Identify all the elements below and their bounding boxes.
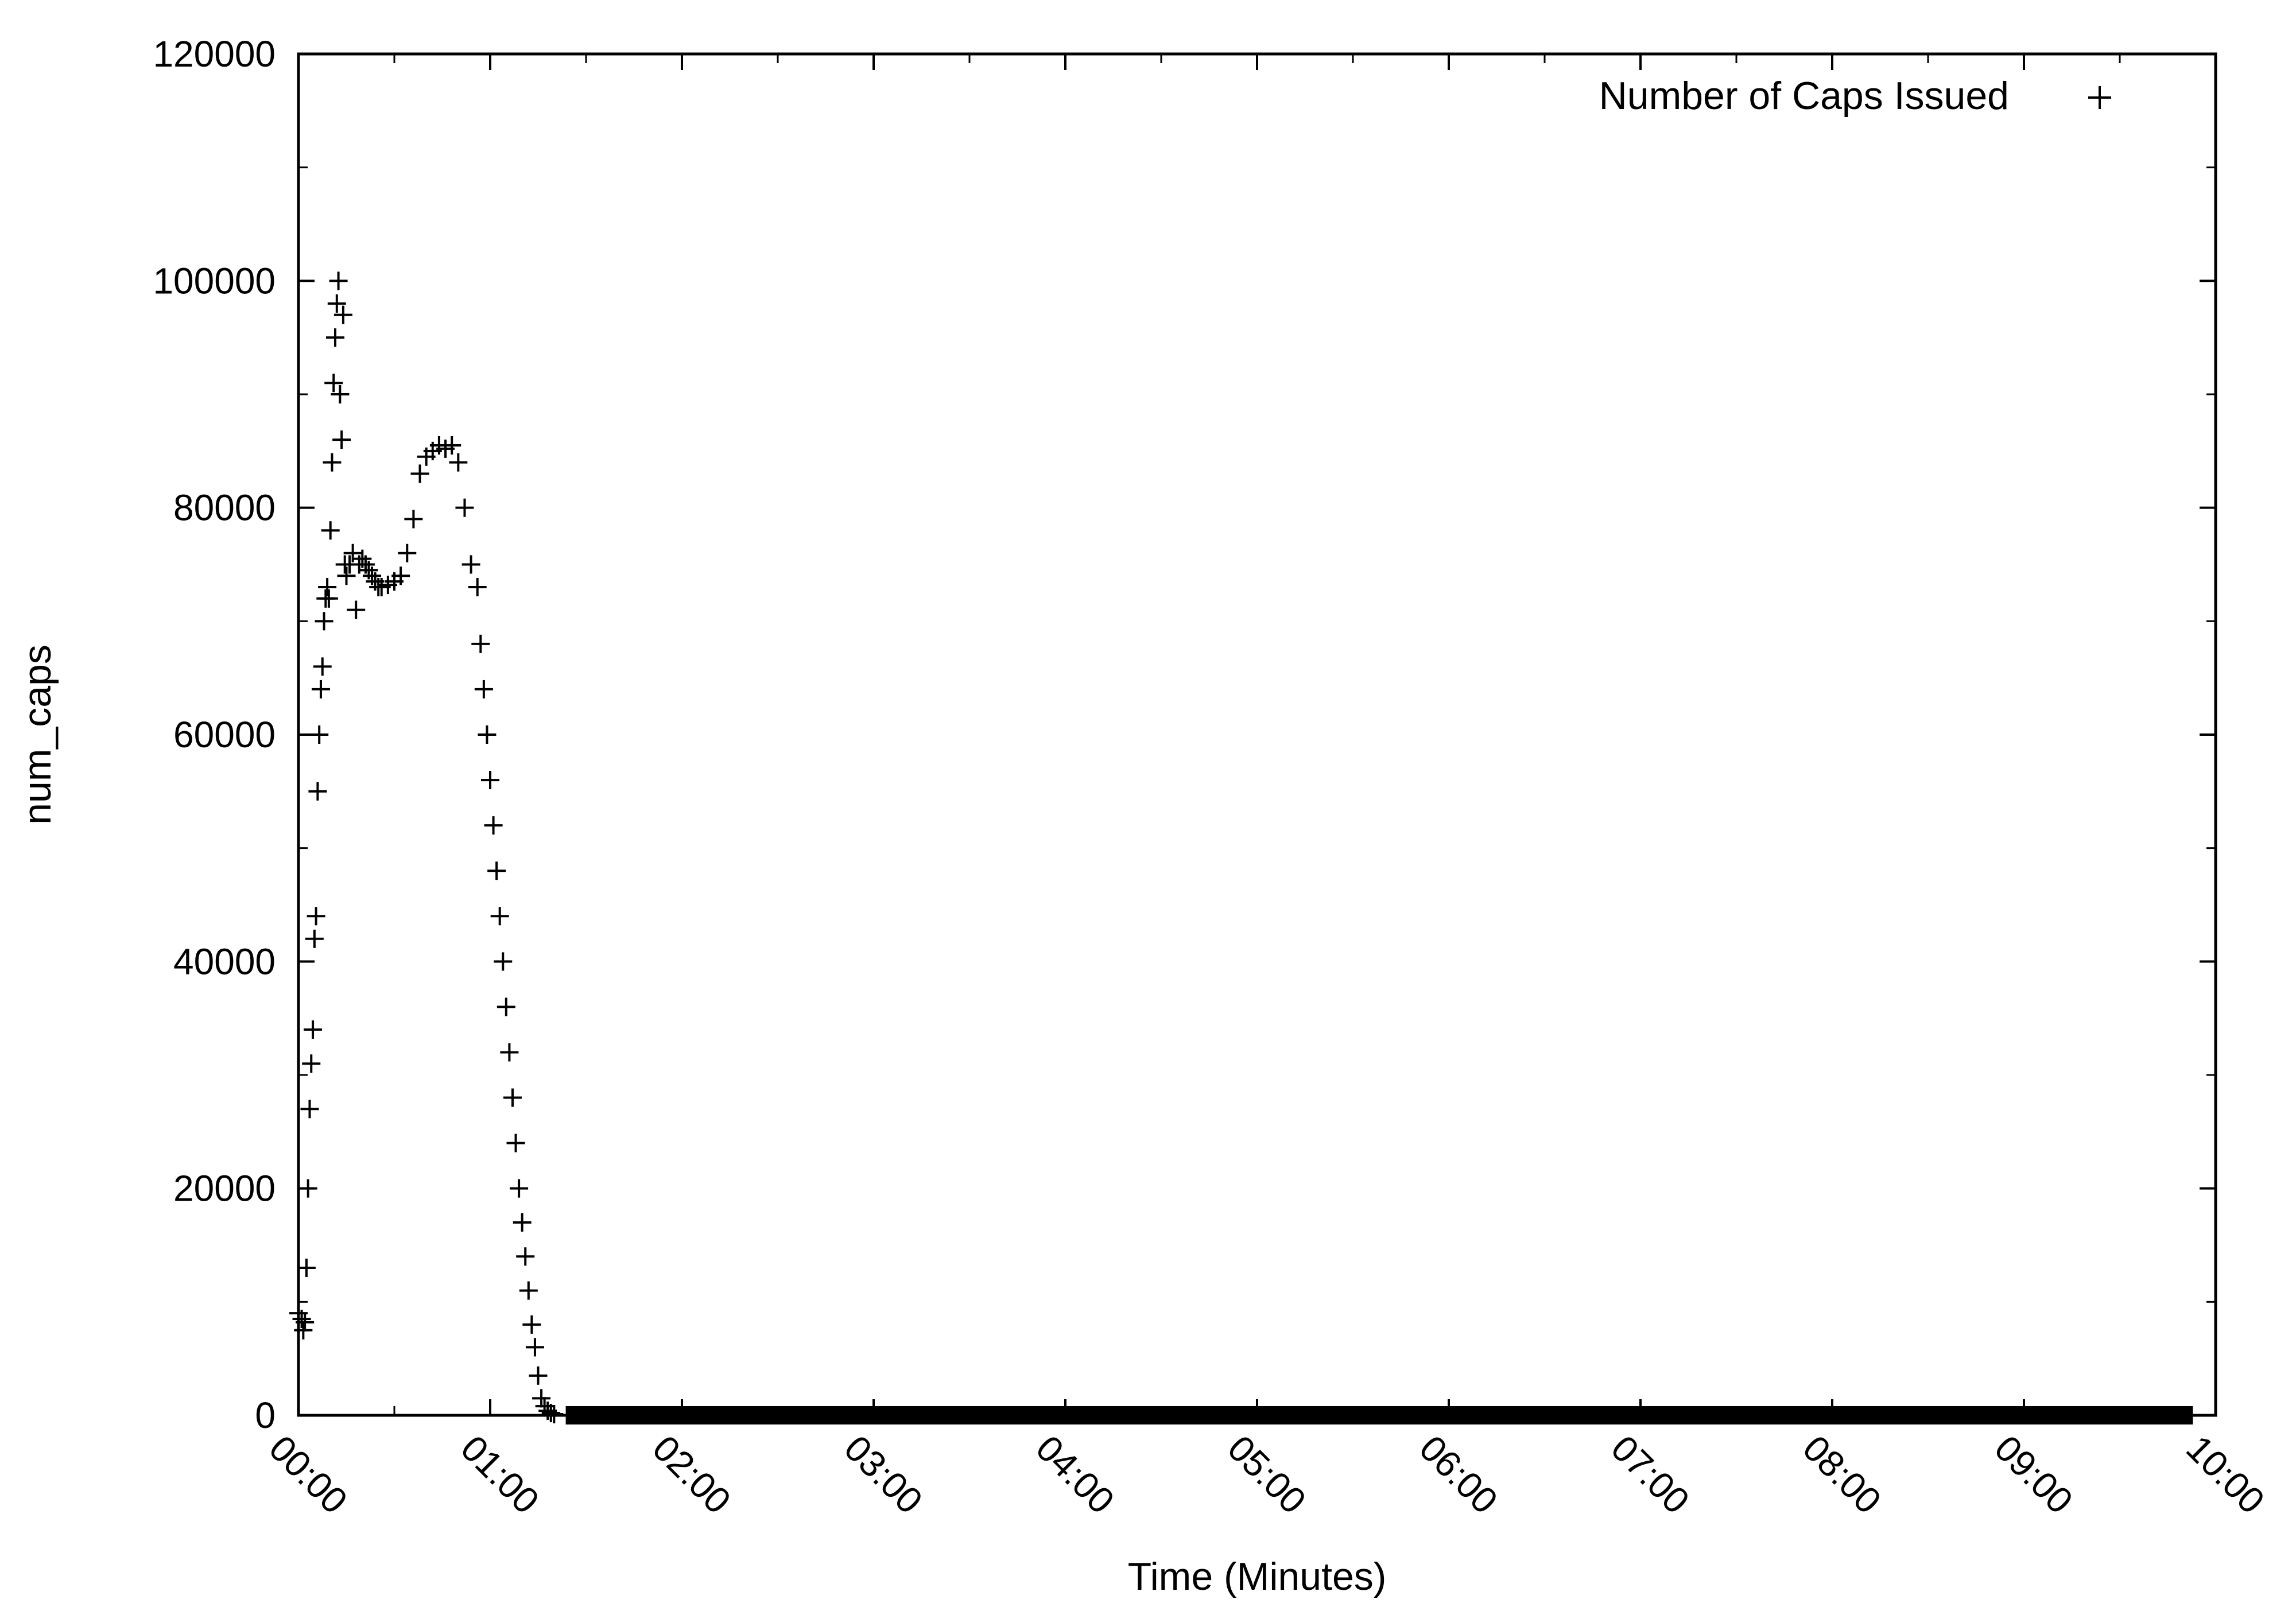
data-point [294,1321,313,1340]
data-point [313,657,332,676]
data-point [484,816,503,835]
y-tick-label: 60000 [173,714,276,755]
data-point [478,725,497,744]
x-tick-label: 06:00 [1411,1427,1506,1521]
data-point [398,544,417,562]
data-point [519,1281,538,1300]
data-point [529,1366,548,1385]
legend: Number of Caps Issued [1599,74,2111,118]
data-point [333,305,352,324]
data-point [410,464,429,483]
x-tick-label: 00:00 [261,1427,355,1521]
data-point [532,1389,551,1408]
data-point [310,725,329,744]
data-point [337,566,356,585]
data-point [471,634,490,653]
data-point [522,1315,541,1334]
data-points [289,271,2193,1424]
data-point [443,436,461,455]
x-tick-label: 08:00 [1795,1427,1889,1521]
data-point [329,271,348,290]
data-point [494,952,513,971]
data-point [487,861,506,880]
x-tick-label: 04:00 [1028,1427,1122,1521]
data-point [391,566,410,585]
y-axis: 0 20000 40000 60000 80000 100000 120000 [153,33,2216,1436]
data-point [318,578,337,597]
x-tick-label: 07:00 [1603,1427,1697,1521]
x-tick-label: 02:00 [645,1427,739,1521]
data-point [497,997,515,1016]
y-tick-label: 80000 [173,487,276,529]
y-tick-label: 120000 [153,33,276,75]
data-point [332,430,351,449]
data-point [503,1088,522,1107]
data-point [308,782,327,801]
x-axis-title: Time (Minutes) [1128,1555,1387,1598]
data-point [510,1179,529,1198]
x-tick-label: 03:00 [836,1427,930,1521]
data-point [525,1338,544,1357]
data-point [305,929,324,948]
data-point [297,1259,316,1278]
data-point [481,771,499,790]
plot-area [297,52,2217,1417]
data-point [326,328,345,347]
data-point [490,907,509,926]
data-point [343,544,362,562]
y-tick-label: 100000 [153,260,276,301]
data-point [331,385,350,403]
legend-marker [2088,86,2111,109]
data-point [319,589,338,608]
data-point [500,1043,519,1062]
x-tick-label: 09:00 [1987,1427,2081,1521]
data-point [311,680,330,698]
data-point [323,453,342,472]
data-point [516,1247,535,1266]
x-tick-label: 05:00 [1220,1427,1314,1521]
y-tick-label: 20000 [173,1168,276,1209]
legend-label: Number of Caps Issued [1599,74,2009,118]
y-axis-title: num_caps [15,645,59,825]
data-point [461,555,480,574]
y-tick-label: 0 [255,1395,276,1436]
data-point [296,1313,315,1332]
data-point [347,600,366,619]
data-point [315,612,333,631]
zero-value-points-band [567,1406,2193,1424]
data-point [449,453,468,472]
data-point [300,1100,319,1119]
data-point [307,907,325,926]
data-point [298,1179,317,1198]
x-tick-label: 01:00 [453,1427,547,1521]
data-point [474,680,493,698]
data-point [455,498,474,517]
data-point [321,521,340,540]
data-point [292,1309,311,1328]
data-point [304,1020,323,1039]
data-point [404,510,423,529]
data-point [324,374,343,393]
data-point [506,1134,525,1152]
data-point [513,1213,532,1232]
x-tick-label: 10:00 [2178,1427,2272,1521]
data-point [302,1054,321,1073]
data-point [468,578,487,597]
data-point [327,294,346,313]
y-tick-label: 40000 [173,941,276,982]
